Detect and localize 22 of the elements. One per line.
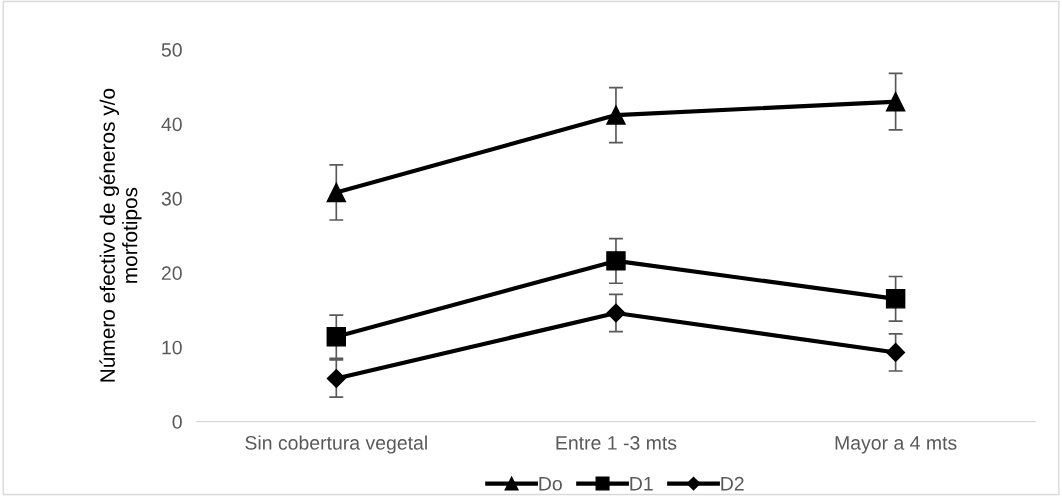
y-tick-label: 20 bbox=[161, 266, 182, 281]
x-tick-label: Sin cobertura vegetal bbox=[245, 435, 427, 454]
y-tick-label: 10 bbox=[162, 340, 182, 355]
y-tick-label: 40 bbox=[161, 117, 182, 132]
point bbox=[606, 303, 626, 323]
x-tick-label: Mayor a 4 mts bbox=[835, 436, 957, 454]
point bbox=[606, 251, 626, 271]
y-tick-label: 30 bbox=[161, 191, 182, 206]
point bbox=[326, 368, 346, 388]
point bbox=[885, 91, 906, 112]
y-axis-title: Número efectivo de géneros y/o morfotipos bbox=[99, 88, 142, 382]
x-tick-label: Entre 1 -3 mts bbox=[556, 436, 677, 450]
legend-label: D1 bbox=[630, 477, 653, 491]
point bbox=[886, 342, 906, 362]
y-tick-label: 0 bbox=[172, 415, 182, 429]
point bbox=[606, 105, 626, 125]
point bbox=[326, 327, 347, 347]
point bbox=[885, 289, 906, 309]
legend-label: D2 bbox=[721, 476, 744, 491]
y-tick-label: 50 bbox=[161, 43, 182, 57]
legend-label: Do bbox=[539, 477, 562, 491]
point bbox=[326, 182, 347, 203]
